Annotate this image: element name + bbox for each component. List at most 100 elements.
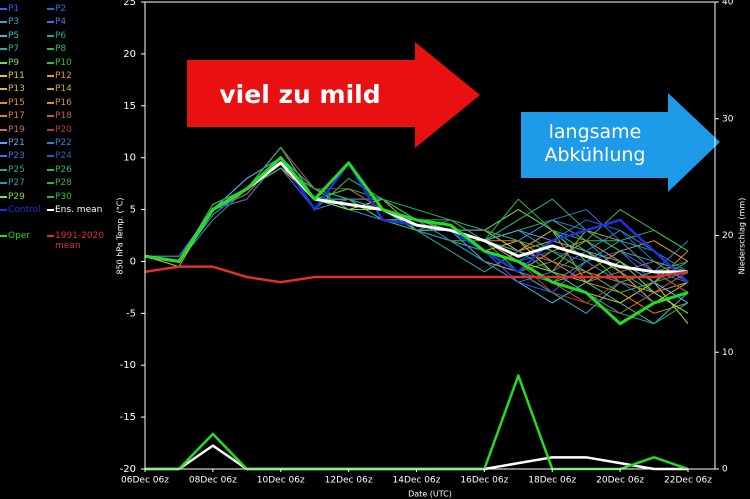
y-tick-label: 0: [130, 256, 136, 267]
legend-swatch: [47, 128, 54, 131]
x-axis-label: Date (UTC): [408, 490, 452, 499]
legend-entry: P7: [0, 44, 70, 54]
legend-swatch: [0, 88, 7, 91]
legend-label: P6: [55, 30, 67, 41]
y-tick-label: -20: [120, 464, 136, 475]
legend-entry: P6: [47, 30, 117, 41]
legend-label: P13: [8, 84, 25, 95]
annotation: viel zu mild: [219, 80, 380, 109]
legend-swatch: [47, 61, 54, 64]
legend-entry: P16: [47, 97, 117, 108]
legend-entry: P30: [47, 192, 117, 202]
y2-tick-label: 10: [722, 348, 734, 358]
legend-swatch: [0, 182, 7, 185]
legend-entry: P4: [47, 17, 117, 27]
legend-label: P1: [8, 4, 20, 14]
x-tick-label: 22Dec 06z: [664, 476, 712, 486]
legend-label: P15: [8, 97, 25, 108]
x-tick-label: 14Dec 06z: [393, 476, 441, 486]
legend-swatch: [47, 8, 54, 10]
legend-swatch: [0, 34, 7, 37]
legend-entry: P28: [47, 178, 117, 189]
legend-label: P27: [8, 178, 25, 189]
x-tick-label: 10Dec 06z: [257, 476, 305, 486]
legend-entry: P5: [0, 31, 70, 41]
legend-entry: P14: [47, 84, 117, 95]
legend-entry: P8: [47, 44, 117, 55]
legend-label: P10: [55, 57, 72, 68]
legend-swatch: [0, 101, 7, 104]
legend-swatch: [47, 115, 54, 118]
legend-swatch: [47, 142, 54, 144]
y-tick-label: -10: [120, 360, 136, 371]
x-tick-label: 12Dec 06z: [325, 476, 373, 486]
y2-axis-label: Niederschlag (mm): [738, 198, 747, 275]
legend-label: P28: [55, 178, 72, 189]
legend-swatch: [0, 195, 7, 198]
legend-entry: P26: [47, 164, 117, 175]
legend-entry: P20: [47, 124, 117, 135]
legend-label: 1991-2020 mean: [55, 231, 105, 251]
x-tick-label: 08Dec 06z: [189, 476, 237, 486]
legend-swatch: [47, 34, 54, 37]
legend-entry: P27: [0, 178, 70, 189]
legend-entry: P24: [47, 151, 117, 161]
legend-swatch: [47, 155, 54, 158]
legend-label: P11: [8, 71, 25, 81]
legend-swatch: [47, 48, 54, 51]
y-tick-label: 20: [123, 49, 136, 60]
legend-swatch: [47, 182, 54, 185]
legend-swatch: [47, 88, 54, 91]
blue-arrow: [521, 93, 720, 192]
annotation: langsame Abkühlung: [544, 121, 646, 166]
x-tick-label: 16Dec 06z: [460, 476, 508, 486]
legend-label: Oper: [8, 231, 31, 241]
legend-swatch: [0, 75, 7, 77]
legend-entry: 1991-2020 mean: [47, 231, 117, 251]
legend-label: Control: [8, 205, 41, 215]
y2-tick-label: 0: [722, 465, 728, 475]
y-tick-label: 25: [123, 0, 136, 8]
legend-label: P2: [55, 4, 67, 14]
legend-label: P25: [8, 164, 25, 175]
legend-entry: P1: [0, 4, 70, 14]
y2-tick-label: 20: [722, 231, 734, 241]
legend-swatch: [47, 235, 54, 237]
x-tick-label: 20Dec 06z: [596, 476, 644, 486]
legend-entry: P23: [0, 151, 70, 161]
legend-label: P20: [55, 124, 72, 135]
legend-entry: P29: [0, 191, 70, 202]
legend-swatch: [47, 168, 54, 171]
legend-label: P12: [55, 71, 72, 81]
series-line: [144, 265, 689, 284]
legend-swatch: [47, 101, 54, 104]
legend-swatch: [0, 128, 7, 131]
legend-swatch: [47, 21, 54, 24]
legend-label: P14: [55, 84, 72, 95]
legend-label: P8: [55, 44, 67, 55]
x-tick-label: 06Dec 06z: [121, 476, 169, 486]
legend-label: P16: [55, 97, 72, 108]
legend-entry: P21: [0, 138, 70, 148]
legend-entry: Ens. mean: [47, 205, 117, 215]
legend-swatch: [47, 75, 54, 77]
y-tick-label: 15: [123, 101, 136, 112]
legend-label: P26: [55, 164, 72, 175]
legend-label: P3: [8, 17, 20, 28]
legend-label: P9: [8, 57, 20, 68]
legend-entry: P10: [47, 57, 117, 68]
legend-entry: Oper: [0, 231, 70, 241]
y-tick-label: -5: [126, 308, 136, 319]
legend-swatch: [0, 168, 7, 171]
legend-label: Ens. mean: [55, 205, 103, 215]
legend-entry: P9: [0, 57, 70, 68]
legend-entry: P15: [0, 97, 70, 108]
legend-swatch: [0, 142, 7, 144]
legend-swatch: [0, 155, 7, 158]
legend-entry: P17: [0, 111, 70, 121]
legend-swatch: [0, 115, 7, 118]
legend-label: P18: [55, 111, 72, 122]
legend-label: P29: [8, 191, 25, 202]
